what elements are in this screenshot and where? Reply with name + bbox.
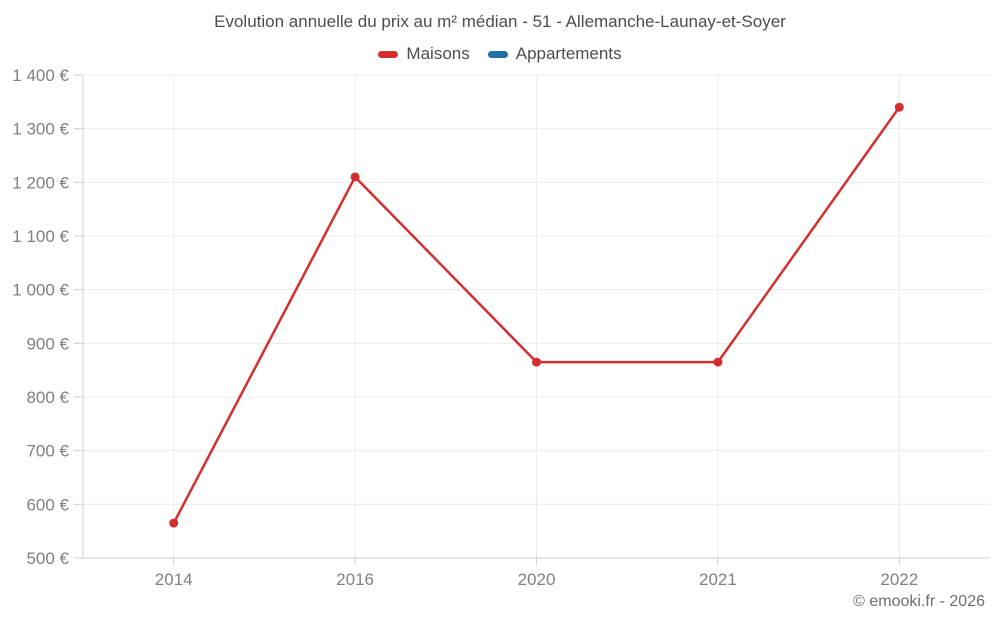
data-point-maisons-2014[interactable] [169,518,179,528]
y-tick-label: 1 200 € [12,173,69,192]
legend-item-appartements[interactable]: Appartements [487,44,622,64]
x-tick-label: 2014 [155,570,193,589]
x-tick-label: 2022 [880,570,918,589]
y-tick-label: 1 000 € [12,281,69,300]
y-tick-label: 700 € [26,442,69,461]
y-tick-label: 1 400 € [12,66,69,85]
y-tick-label: 1 100 € [12,227,69,246]
data-point-maisons-2016[interactable] [350,172,360,182]
y-tick-label: 600 € [26,495,69,514]
data-point-maisons-2020[interactable] [532,357,541,367]
data-point-maisons-2022[interactable] [894,102,904,112]
chart-legend: Maisons Appartements [0,44,1000,64]
legend-label-maisons: Maisons [406,44,470,63]
x-tick-label: 2021 [699,570,737,589]
data-point-maisons-2021[interactable] [713,357,723,367]
copyright-note: © emooki.fr - 2026 [853,593,985,610]
legend-item-maisons[interactable]: Maisons [378,44,470,64]
y-tick-label: 800 € [26,388,69,407]
appartements-series-swatch-icon [487,50,508,58]
chart-title: Evolution annuelle du prix au m² médian … [214,12,786,31]
x-tick-label: 2016 [336,570,374,589]
maisons-series-swatch-icon [378,50,399,58]
x-tick-label: 2020 [518,570,556,589]
y-tick-label: 500 € [26,549,69,568]
legend-label-appartements: Appartements [515,44,622,63]
y-tick-label: 1 300 € [12,120,69,139]
y-tick-label: 900 € [26,334,69,353]
